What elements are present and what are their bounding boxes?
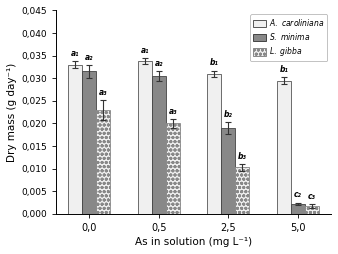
Text: c₃: c₃ (308, 192, 316, 201)
Text: a₃: a₃ (99, 88, 107, 97)
X-axis label: As in solution (mg L⁻¹): As in solution (mg L⁻¹) (135, 237, 252, 247)
Bar (166, 123, 179, 214)
Text: b₁: b₁ (280, 65, 288, 74)
Bar (82, 71, 96, 214)
Bar (235, 167, 249, 214)
Y-axis label: Dry mass (g day⁻¹): Dry mass (g day⁻¹) (7, 62, 17, 162)
Text: a₁: a₁ (141, 46, 149, 55)
Bar (68, 65, 82, 214)
Text: c₂: c₂ (294, 190, 301, 199)
Text: a₂: a₂ (85, 53, 94, 61)
Bar (305, 206, 318, 214)
Text: a₁: a₁ (71, 49, 79, 58)
Bar (152, 76, 166, 214)
Bar (138, 61, 152, 214)
Text: a₃: a₃ (168, 107, 177, 116)
Bar (277, 81, 291, 214)
Text: a₂: a₂ (154, 59, 163, 68)
Bar (221, 128, 235, 214)
Bar (96, 110, 110, 214)
Text: b₃: b₃ (238, 152, 246, 161)
Bar (208, 74, 221, 214)
Bar (291, 204, 305, 214)
Text: b₂: b₂ (224, 110, 233, 119)
Legend: $\it{A.\ caroliniana}$, $\it{S.\ minima}$, $\it{L.\ gibba}$: $\it{A.\ caroliniana}$, $\it{S.\ minima}… (250, 14, 327, 61)
Text: b₁: b₁ (210, 58, 219, 67)
